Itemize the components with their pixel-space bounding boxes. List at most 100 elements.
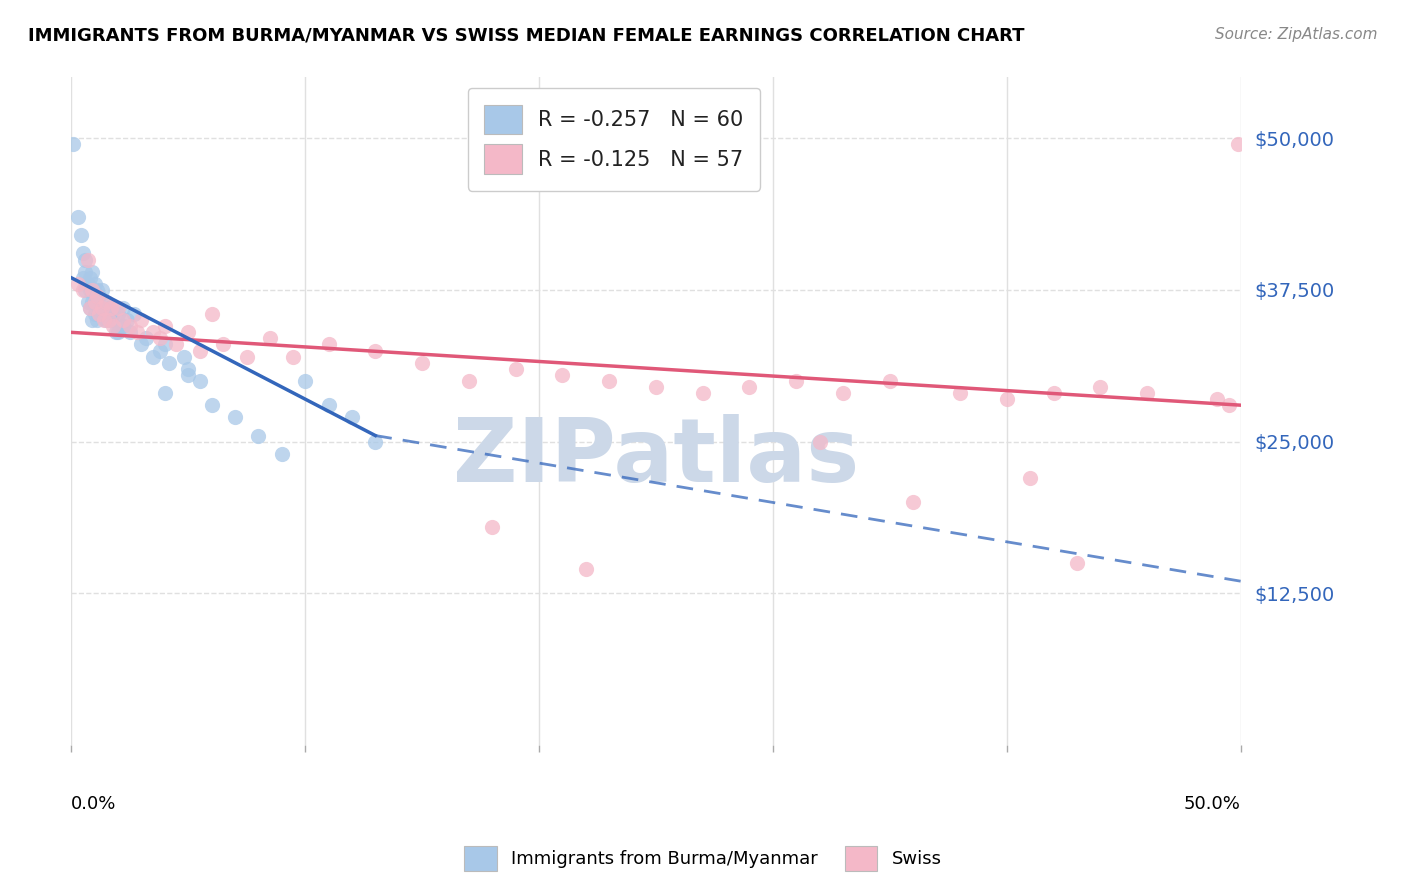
Text: 50.0%: 50.0%: [1184, 795, 1240, 814]
Point: [692, 386, 714, 401]
Point: [575, 562, 598, 576]
Point: [83, 295, 105, 310]
Point: [86, 313, 108, 327]
Legend: R = -0.257   N = 60, R = -0.125   N = 57: R = -0.257 N = 60, R = -0.125 N = 57: [468, 87, 761, 191]
Point: [86, 289, 108, 303]
Point: [1218, 398, 1240, 412]
Legend: Immigrants from Burma/Myanmar, Swiss: Immigrants from Burma/Myanmar, Swiss: [457, 838, 949, 879]
Point: [505, 361, 527, 376]
Point: [1136, 386, 1159, 401]
Point: [188, 343, 211, 358]
Point: [188, 374, 211, 388]
Point: [103, 307, 125, 321]
Point: [645, 380, 668, 394]
Point: [90, 301, 112, 315]
Point: [131, 337, 153, 351]
Point: [259, 331, 281, 345]
Point: [97, 313, 120, 327]
Text: IMMIGRANTS FROM BURMA/MYANMAR VS SWISS MEDIAN FEMALE EARNINGS CORRELATION CHART: IMMIGRANTS FROM BURMA/MYANMAR VS SWISS M…: [28, 27, 1025, 45]
Point: [107, 326, 129, 340]
Point: [177, 326, 200, 340]
Point: [481, 519, 503, 533]
Point: [75, 265, 97, 279]
Point: [67, 210, 90, 224]
Point: [1042, 386, 1064, 401]
Point: [96, 295, 118, 310]
Point: [949, 386, 972, 401]
Point: [235, 350, 257, 364]
Point: [72, 270, 94, 285]
Point: [79, 283, 101, 297]
Point: [118, 319, 141, 334]
Point: [83, 277, 105, 291]
Point: [79, 301, 101, 315]
Point: [901, 495, 924, 509]
Point: [1019, 471, 1042, 485]
Point: [72, 283, 94, 297]
Point: [785, 374, 807, 388]
Point: [247, 428, 270, 442]
Point: [76, 252, 98, 267]
Point: [111, 319, 134, 334]
Point: [96, 313, 118, 327]
Point: [97, 301, 120, 315]
Point: [107, 307, 129, 321]
Point: [79, 270, 101, 285]
Point: [83, 295, 105, 310]
Point: [93, 313, 115, 327]
Point: [340, 410, 363, 425]
Point: [90, 283, 112, 297]
Point: [1090, 380, 1112, 394]
Point: [93, 307, 115, 321]
Point: [177, 361, 200, 376]
Point: [142, 350, 165, 364]
Point: [200, 398, 222, 412]
Point: [82, 283, 104, 297]
Point: [82, 265, 104, 279]
Point: [153, 337, 176, 351]
Point: [96, 295, 118, 310]
Point: [76, 277, 98, 291]
Text: 0.0%: 0.0%: [72, 795, 117, 814]
Point: [76, 295, 98, 310]
Point: [104, 326, 127, 340]
Point: [598, 374, 620, 388]
Point: [153, 319, 176, 334]
Point: [79, 301, 101, 315]
Point: [879, 374, 901, 388]
Point: [153, 386, 176, 401]
Point: [364, 434, 387, 449]
Point: [364, 343, 387, 358]
Point: [111, 313, 134, 327]
Text: Source: ZipAtlas.com: Source: ZipAtlas.com: [1215, 27, 1378, 42]
Point: [75, 283, 97, 297]
Point: [177, 368, 200, 382]
Text: ZIPatlas: ZIPatlas: [453, 415, 859, 501]
Point: [738, 380, 761, 394]
Point: [159, 356, 181, 370]
Point: [166, 337, 188, 351]
Point: [103, 319, 125, 334]
Point: [270, 447, 292, 461]
Point: [135, 331, 157, 345]
Point: [117, 313, 139, 327]
Point: [224, 410, 246, 425]
Point: [86, 283, 108, 297]
Point: [89, 307, 111, 321]
Point: [995, 392, 1018, 406]
Point: [149, 343, 172, 358]
Point: [125, 326, 148, 340]
Point: [808, 434, 831, 449]
Point: [100, 301, 122, 315]
Point: [200, 307, 222, 321]
Point: [72, 246, 94, 260]
Point: [1206, 392, 1229, 406]
Point: [82, 295, 104, 310]
Point: [82, 283, 104, 297]
Point: [1066, 556, 1088, 570]
Point: [318, 337, 340, 351]
Point: [173, 350, 195, 364]
Point: [86, 295, 108, 310]
Point: [62, 137, 84, 152]
Point: [107, 301, 129, 315]
